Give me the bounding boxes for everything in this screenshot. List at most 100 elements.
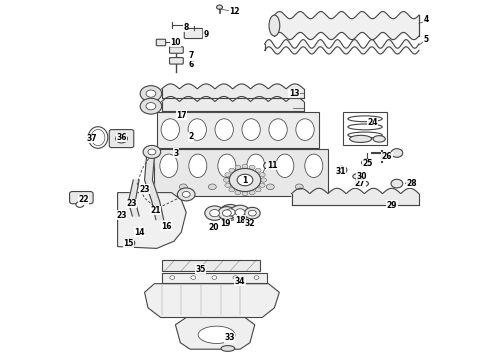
Circle shape (264, 162, 273, 169)
Text: 23: 23 (139, 185, 150, 194)
Text: 19: 19 (220, 220, 231, 229)
Circle shape (248, 210, 256, 216)
Circle shape (255, 168, 261, 172)
Bar (343, 112, 387, 145)
Bar (154, 149, 328, 196)
Circle shape (230, 205, 250, 220)
Bar (157, 112, 318, 148)
FancyBboxPatch shape (109, 130, 134, 148)
Text: 9: 9 (203, 30, 208, 39)
Circle shape (242, 192, 248, 196)
Text: 8: 8 (184, 23, 189, 32)
Ellipse shape (269, 15, 280, 36)
Circle shape (212, 276, 217, 279)
Circle shape (229, 168, 235, 172)
Ellipse shape (355, 180, 368, 187)
Polygon shape (128, 180, 139, 216)
Text: 14: 14 (134, 228, 145, 237)
Circle shape (182, 192, 190, 197)
Text: 3: 3 (174, 149, 179, 158)
Text: 17: 17 (176, 111, 187, 120)
Text: 23: 23 (116, 211, 127, 220)
FancyBboxPatch shape (156, 39, 166, 46)
Text: 4: 4 (424, 15, 429, 24)
Circle shape (229, 188, 235, 192)
Ellipse shape (221, 346, 235, 351)
Circle shape (76, 202, 84, 207)
Circle shape (267, 184, 274, 190)
Circle shape (295, 184, 303, 190)
Text: 7: 7 (189, 51, 194, 60)
Ellipse shape (373, 136, 385, 142)
Text: 26: 26 (382, 152, 392, 161)
Circle shape (235, 165, 241, 170)
Circle shape (249, 165, 255, 170)
Text: 23: 23 (126, 199, 137, 208)
Ellipse shape (161, 119, 179, 140)
Text: 34: 34 (235, 277, 245, 286)
Circle shape (238, 184, 245, 190)
Circle shape (148, 149, 156, 155)
Circle shape (362, 159, 371, 166)
Text: 2: 2 (189, 132, 194, 141)
Circle shape (254, 276, 259, 279)
Circle shape (220, 204, 241, 220)
Ellipse shape (160, 154, 178, 177)
Circle shape (177, 188, 195, 201)
Circle shape (255, 188, 261, 192)
Text: 28: 28 (406, 179, 417, 188)
Text: 22: 22 (78, 195, 89, 204)
Polygon shape (145, 151, 164, 220)
Ellipse shape (188, 119, 206, 140)
Circle shape (225, 183, 231, 188)
Circle shape (146, 103, 156, 110)
Text: 31: 31 (335, 166, 346, 176)
Circle shape (235, 190, 241, 195)
Ellipse shape (198, 326, 235, 343)
Circle shape (218, 207, 236, 220)
FancyBboxPatch shape (170, 58, 183, 64)
Ellipse shape (305, 154, 323, 177)
Circle shape (225, 172, 231, 177)
Text: 30: 30 (356, 172, 367, 181)
Circle shape (222, 210, 231, 216)
Circle shape (225, 209, 235, 216)
Ellipse shape (247, 154, 265, 177)
FancyBboxPatch shape (70, 192, 93, 204)
Circle shape (116, 134, 127, 143)
Circle shape (191, 276, 196, 279)
Text: 21: 21 (150, 206, 161, 215)
Text: 12: 12 (229, 7, 240, 16)
Bar (162, 260, 260, 271)
Ellipse shape (189, 154, 207, 177)
Text: 5: 5 (424, 35, 429, 44)
Circle shape (233, 276, 238, 279)
Circle shape (146, 90, 156, 97)
Text: 25: 25 (362, 159, 373, 168)
Circle shape (205, 206, 224, 220)
Text: 36: 36 (116, 133, 127, 142)
Text: 1: 1 (243, 176, 247, 185)
Ellipse shape (242, 119, 260, 140)
FancyBboxPatch shape (184, 28, 203, 39)
Circle shape (391, 179, 403, 188)
Text: 6: 6 (189, 60, 194, 69)
Circle shape (208, 184, 216, 190)
Polygon shape (145, 284, 279, 318)
Circle shape (242, 164, 248, 168)
Circle shape (245, 207, 260, 219)
Text: 27: 27 (355, 179, 366, 188)
Ellipse shape (215, 119, 233, 140)
Circle shape (235, 209, 245, 216)
Circle shape (143, 145, 161, 158)
Circle shape (261, 178, 267, 182)
Circle shape (179, 184, 187, 190)
Polygon shape (175, 318, 255, 349)
Text: 20: 20 (208, 223, 219, 232)
Circle shape (259, 172, 265, 177)
Circle shape (217, 5, 222, 9)
Circle shape (259, 183, 265, 188)
Circle shape (223, 178, 229, 182)
Text: 29: 29 (387, 201, 397, 210)
Text: 33: 33 (224, 333, 235, 342)
